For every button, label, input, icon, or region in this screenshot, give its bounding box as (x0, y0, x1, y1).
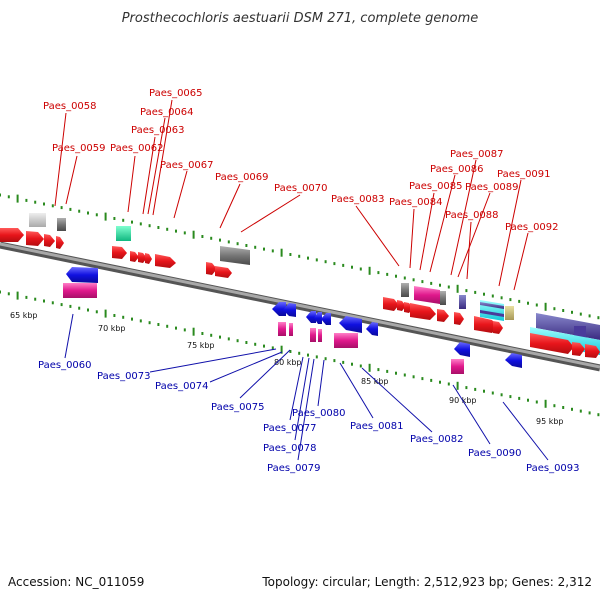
gene-feature[interactable] (480, 302, 504, 309)
gene-forward[interactable] (585, 344, 600, 358)
gene-forward[interactable] (206, 262, 217, 275)
gene-feature[interactable] (310, 328, 316, 342)
forward-genes (0, 213, 600, 358)
gene-feature[interactable] (63, 283, 97, 298)
gene-feature[interactable] (116, 226, 131, 241)
gene-forward[interactable] (493, 321, 503, 334)
label-leaders-bottom (64, 313, 549, 461)
gene-label[interactable]: Paes_0085 (409, 181, 463, 192)
gene-label[interactable]: Paes_0080 (292, 408, 346, 419)
gene-forward[interactable] (145, 253, 152, 264)
gene-forward[interactable] (112, 246, 127, 259)
scale-label: 70 kbp (98, 324, 126, 333)
gene-feature[interactable] (440, 291, 446, 305)
gene-labels-bottom: Paes_0060 Paes_0073 Paes_0074 Paes_0075 … (38, 360, 580, 474)
gene-label[interactable]: Paes_0088 (445, 210, 499, 221)
gene-label[interactable]: Paes_0070 (274, 183, 328, 194)
gene-forward[interactable] (437, 309, 449, 322)
gene-feature[interactable] (29, 213, 46, 227)
gene-label[interactable]: Paes_0060 (38, 360, 92, 371)
gene-forward[interactable] (474, 316, 498, 333)
gene-label[interactable]: Paes_0091 (497, 169, 551, 180)
gene-forward[interactable] (454, 312, 464, 325)
gene-label[interactable]: Paes_0092 (505, 222, 559, 233)
gene-label[interactable]: Paes_0075 (211, 402, 265, 413)
gene-label[interactable]: Paes_0079 (267, 463, 321, 474)
gene-label[interactable]: Paes_0067 (160, 160, 214, 171)
gene-label[interactable]: Paes_0089 (465, 182, 519, 193)
gene-label[interactable]: Paes_0082 (410, 434, 464, 445)
gene-feature[interactable] (220, 246, 250, 265)
gene-label[interactable]: Paes_0069 (215, 172, 269, 183)
gene-labels-top: Paes_0058 Paes_0059 Paes_0062 Paes_0063 … (43, 88, 559, 233)
scale-ticks (0, 193, 600, 417)
gene-label[interactable]: Paes_0083 (331, 194, 385, 205)
scale-label: 80 kbp (274, 358, 302, 367)
gene-reverse[interactable] (505, 353, 522, 368)
gene-label[interactable]: Paes_0086 (430, 164, 484, 175)
gene-feature[interactable] (57, 218, 66, 231)
gene-reverse[interactable] (66, 267, 98, 283)
map-title: Prosthecochloris aestuarii DSM 271, comp… (122, 11, 479, 26)
gene-label[interactable]: Paes_0087 (450, 149, 504, 160)
genome-backbone (0, 241, 600, 372)
gene-forward[interactable] (397, 300, 406, 311)
gene-label[interactable]: Paes_0074 (155, 381, 209, 392)
gene-reverse[interactable] (454, 342, 470, 357)
gene-feature[interactable] (459, 295, 466, 309)
gene-forward[interactable] (44, 234, 55, 247)
gene-forward[interactable] (572, 342, 585, 356)
gene-reverse[interactable] (272, 302, 286, 316)
gene-label[interactable]: Paes_0073 (97, 371, 151, 382)
gene-reverse[interactable] (339, 316, 362, 333)
gene-feature[interactable] (334, 333, 358, 348)
gene-reverse[interactable] (306, 311, 316, 323)
gene-label[interactable]: Paes_0065 (149, 88, 203, 99)
gene-forward[interactable] (0, 228, 24, 242)
accession-text: Accession: NC_011059 (8, 575, 144, 589)
gene-feature[interactable] (318, 329, 322, 342)
gene-feature[interactable] (505, 306, 514, 320)
reverse-genes (63, 267, 522, 374)
gene-forward[interactable] (26, 231, 44, 246)
gene-reverse[interactable] (321, 313, 331, 325)
gene-forward[interactable] (410, 303, 436, 320)
gene-label[interactable]: Paes_0077 (263, 423, 317, 434)
gene-forward[interactable] (130, 251, 139, 262)
gene-label[interactable]: Paes_0090 (468, 448, 522, 459)
scale-label: 75 kbp (187, 341, 215, 350)
scale-label: 95 kbp (536, 417, 564, 426)
gene-label[interactable]: Paes_0062 (110, 143, 164, 154)
gene-label[interactable]: Paes_0084 (389, 197, 443, 208)
gene-forward[interactable] (56, 236, 64, 249)
gene-feature[interactable] (451, 359, 464, 374)
gene-label[interactable]: Paes_0081 (350, 421, 404, 432)
gene-forward[interactable] (215, 266, 232, 278)
genome-summary-text: Topology: circular; Length: 2,512,923 bp… (261, 575, 592, 589)
gene-forward[interactable] (155, 254, 176, 268)
gene-reverse[interactable] (314, 312, 322, 324)
gene-label[interactable]: Paes_0059 (52, 143, 106, 154)
gene-reverse[interactable] (283, 303, 296, 317)
gene-forward[interactable] (530, 333, 574, 354)
gene-feature[interactable] (289, 323, 293, 336)
gene-feature[interactable] (401, 283, 409, 297)
gene-forward[interactable] (138, 252, 147, 263)
gene-feature[interactable] (414, 286, 440, 304)
scale-label: 65 kbp (10, 311, 38, 320)
gene-label[interactable]: Paes_0058 (43, 101, 97, 112)
scale-label: 85 kbp (361, 377, 389, 386)
gene-forward[interactable] (383, 297, 399, 311)
label-leaders-top (54, 99, 529, 291)
gene-feature[interactable] (278, 322, 286, 336)
gene-label[interactable]: Paes_0078 (263, 443, 317, 454)
gene-label[interactable]: Paes_0093 (526, 463, 580, 474)
gene-feature[interactable] (480, 310, 504, 317)
gene-reverse[interactable] (366, 322, 378, 336)
gene-label[interactable]: Paes_0064 (140, 107, 194, 118)
gene-label[interactable]: Paes_0063 (131, 125, 185, 136)
